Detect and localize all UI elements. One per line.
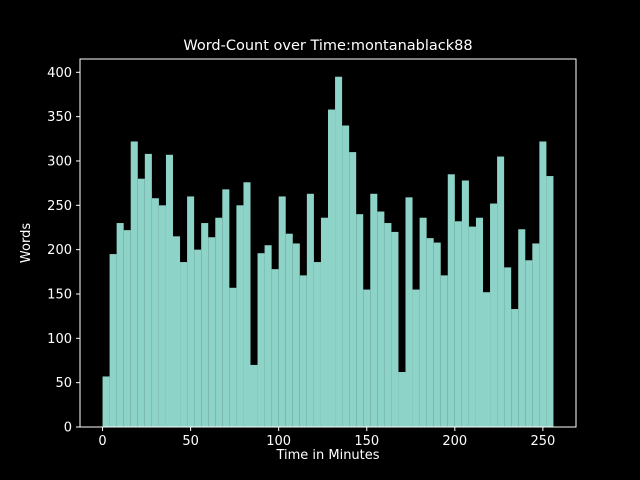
bar (173, 236, 181, 427)
bar (264, 245, 272, 427)
bar (137, 178, 145, 427)
bar (349, 152, 357, 427)
bar (320, 217, 328, 427)
bar (285, 233, 293, 427)
x-tick-label: 250 (530, 434, 555, 449)
bar (271, 269, 279, 427)
y-ticks-group: 0 50 100 150 200 250 300 350 400 (47, 66, 80, 436)
bar (483, 292, 491, 427)
bar (201, 223, 209, 427)
x-tick-label: 200 (442, 434, 467, 449)
bar (278, 196, 286, 427)
bar (363, 289, 371, 427)
bar (180, 262, 188, 427)
bar (546, 176, 554, 427)
bar (194, 249, 202, 427)
bar (116, 223, 124, 427)
bar (405, 197, 413, 427)
bar (461, 180, 469, 427)
y-tick-label: 200 (47, 243, 72, 258)
y-tick-label: 100 (47, 332, 72, 347)
bar (356, 214, 364, 427)
y-tick-label: 50 (55, 376, 72, 391)
y-axis-label: Words (19, 223, 34, 263)
y-tick-label: 300 (47, 154, 72, 169)
x-tick-label: 50 (182, 434, 199, 449)
bar (187, 196, 195, 427)
bar (525, 260, 533, 427)
bar (215, 217, 223, 427)
y-tick-label: 250 (47, 199, 72, 214)
bar (384, 223, 392, 427)
bar (299, 275, 307, 427)
bar (518, 229, 526, 427)
bar (123, 230, 131, 427)
bar (292, 243, 300, 427)
bar (419, 217, 427, 427)
axes-spines (79, 58, 577, 428)
bar (151, 198, 159, 427)
bar (165, 154, 173, 427)
bar (391, 231, 399, 427)
bar (532, 243, 540, 427)
bar (328, 109, 336, 427)
y-tick-label: 0 (64, 421, 72, 436)
bar (229, 287, 237, 427)
x-tick-label: 100 (266, 434, 291, 449)
bar (454, 221, 462, 427)
bar (490, 203, 498, 427)
bar (236, 205, 244, 427)
x-ticks-group: 0 50 100 150 200 250 (98, 427, 555, 449)
x-tick-label: 150 (354, 434, 379, 449)
bar (497, 156, 505, 427)
bar (335, 76, 343, 428)
bar (306, 193, 314, 427)
bar (539, 141, 547, 427)
x-tick-label: 0 (98, 434, 106, 449)
y-tick-label: 400 (47, 66, 72, 81)
y-tick-label: 150 (47, 287, 72, 302)
bar (102, 376, 110, 427)
bar (144, 153, 152, 427)
bar (504, 267, 512, 427)
y-tick-label: 350 (47, 110, 72, 125)
bar (130, 141, 138, 427)
bar (440, 275, 448, 427)
bar (250, 364, 258, 427)
bar (243, 182, 251, 427)
bar (158, 205, 166, 427)
bars-group (102, 76, 554, 428)
bar (398, 372, 406, 427)
bar (511, 309, 519, 427)
chart-title: Word-Count over Time:montanablack88 (183, 38, 472, 54)
bar (342, 125, 350, 427)
bar (468, 226, 476, 427)
bar (426, 238, 434, 427)
bar (257, 253, 265, 427)
x-axis-label: Time in Minutes (275, 448, 379, 463)
bar (208, 237, 216, 427)
bar (475, 217, 483, 427)
bar (222, 189, 230, 427)
bar (370, 193, 378, 427)
bar (433, 242, 441, 427)
bar (412, 289, 420, 427)
bar (313, 262, 321, 427)
bar (447, 174, 455, 427)
bar (109, 254, 117, 427)
bar (377, 211, 385, 427)
